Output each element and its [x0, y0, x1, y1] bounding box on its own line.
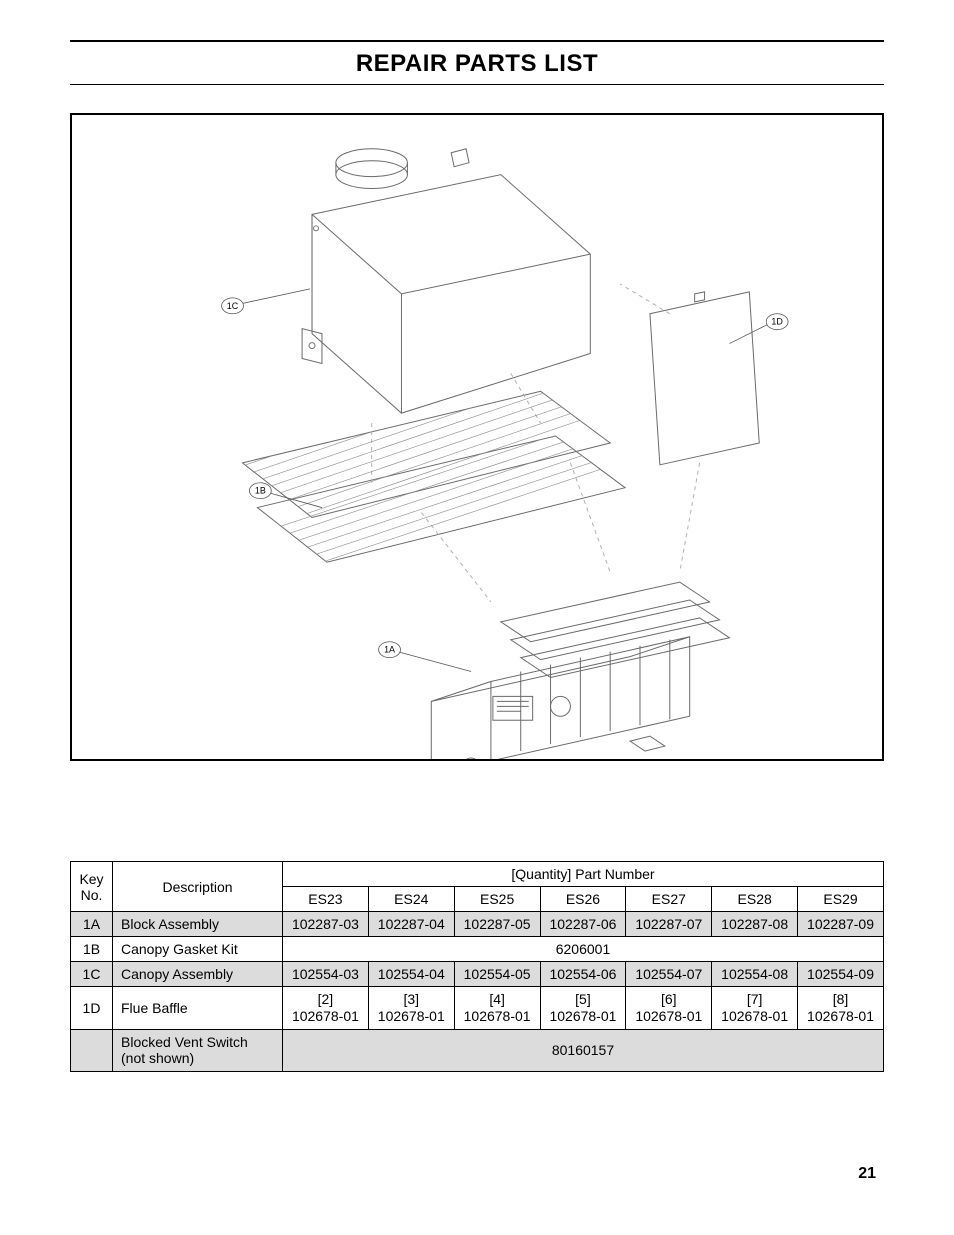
cell-part: 102287-05	[454, 912, 540, 937]
cell-part: [2]102678-01	[283, 987, 369, 1030]
svg-text:1C: 1C	[227, 301, 239, 311]
cell-part: 102287-06	[540, 912, 626, 937]
cell-part: [8]102678-01	[798, 987, 884, 1030]
col-es28: ES28	[712, 887, 798, 912]
col-es23: ES23	[283, 887, 369, 912]
col-es24: ES24	[368, 887, 454, 912]
parts-table: Key No. Description [Quantity] Part Numb…	[70, 861, 884, 1072]
cell-key: 1D	[71, 987, 113, 1030]
col-es29: ES29	[798, 887, 884, 912]
cell-part: 102287-04	[368, 912, 454, 937]
col-key-no: Key No.	[71, 862, 113, 912]
cell-part: 102554-09	[798, 962, 884, 987]
col-es27: ES27	[626, 887, 712, 912]
cell-part: 102554-04	[368, 962, 454, 987]
cell-key: 1A	[71, 912, 113, 937]
callout-1c: 1C	[222, 289, 310, 314]
cell-part: 102287-03	[283, 912, 369, 937]
page-number: 21	[858, 1165, 876, 1183]
cell-part: 102554-05	[454, 962, 540, 987]
cell-description: Canopy Assembly	[113, 962, 283, 987]
svg-text:1A: 1A	[384, 645, 395, 655]
cell-key	[71, 1029, 113, 1072]
col-es25: ES25	[454, 887, 540, 912]
col-qty-part: [Quantity] Part Number	[283, 862, 884, 887]
cell-description: Block Assembly	[113, 912, 283, 937]
cell-description: Canopy Gasket Kit	[113, 937, 283, 962]
table-row: Blocked Vent Switch(not shown)80160157	[71, 1029, 884, 1072]
cell-span: 80160157	[283, 1029, 884, 1072]
cell-part: [4]102678-01	[454, 987, 540, 1030]
table-row: 1ABlock Assembly102287-03102287-04102287…	[71, 912, 884, 937]
parts-table-body: 1ABlock Assembly102287-03102287-04102287…	[71, 912, 884, 1072]
svg-text:1B: 1B	[255, 486, 266, 496]
cell-part: 102554-08	[712, 962, 798, 987]
cell-span: 6206001	[283, 937, 884, 962]
col-description: Description	[113, 862, 283, 912]
table-row: 1DFlue Baffle[2]102678-01[3]102678-01[4]…	[71, 987, 884, 1030]
cell-part: 102287-08	[712, 912, 798, 937]
cell-part: 102554-03	[283, 962, 369, 987]
cell-description: Blocked Vent Switch(not shown)	[113, 1029, 283, 1072]
cell-part: [7]102678-01	[712, 987, 798, 1030]
svg-text:1D: 1D	[771, 317, 783, 327]
cell-part: [6]102678-01	[626, 987, 712, 1030]
cell-key: 1C	[71, 962, 113, 987]
table-row: 1CCanopy Assembly102554-03102554-0410255…	[71, 962, 884, 987]
cell-part: 102287-09	[798, 912, 884, 937]
exploded-diagram: 1C 1B 1A 1D	[70, 113, 884, 761]
cell-part: [3]102678-01	[368, 987, 454, 1030]
page-title: REPAIR PARTS LIST	[70, 46, 884, 82]
table-row: 1BCanopy Gasket Kit6206001	[71, 937, 884, 962]
cell-part: 102554-07	[626, 962, 712, 987]
cell-part: 102287-07	[626, 912, 712, 937]
cell-part: [5]102678-01	[540, 987, 626, 1030]
cell-part: 102554-06	[540, 962, 626, 987]
col-es26: ES26	[540, 887, 626, 912]
cell-key: 1B	[71, 937, 113, 962]
callout-1a: 1A	[379, 642, 471, 672]
cell-description: Flue Baffle	[113, 987, 283, 1030]
callout-1d: 1D	[729, 314, 788, 344]
